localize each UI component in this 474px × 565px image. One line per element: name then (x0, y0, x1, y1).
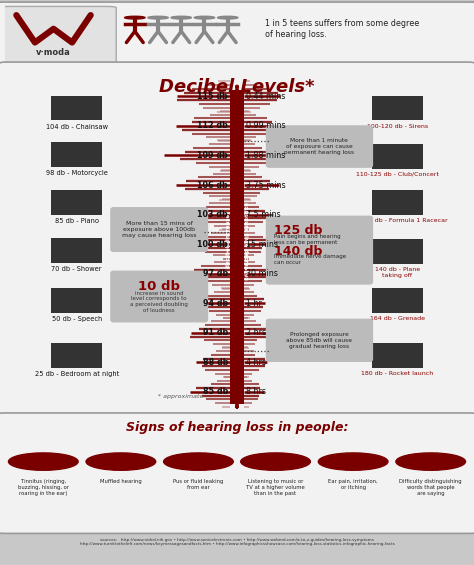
Text: Pus or fluid leaking
from ear: Pus or fluid leaking from ear (173, 479, 224, 490)
Text: 1 in 5 teens suffers from some degree
of hearing loss.: 1 in 5 teens suffers from some degree of… (265, 19, 419, 38)
Text: 50 db - Speech: 50 db - Speech (52, 316, 102, 322)
Text: 110-125 db - Club/Concert: 110-125 db - Club/Concert (356, 172, 439, 177)
Text: 85 db: 85 db (203, 388, 228, 396)
Text: exposure time decreases: exposure time decreases (243, 202, 248, 280)
Text: increase in sound
level corresponds to
a perceived doubling
of loudness: increase in sound level corresponds to a… (130, 290, 188, 313)
Text: decibels increase: decibels increase (226, 214, 231, 268)
Text: 88 db: 88 db (203, 358, 228, 367)
Text: Difficulty distinguishing
words that people
are saying: Difficulty distinguishing words that peo… (400, 479, 462, 496)
FancyBboxPatch shape (266, 216, 373, 285)
Text: 180 db - Rocket launch: 180 db - Rocket launch (361, 371, 433, 376)
Text: 100-120 db - Sirens: 100-120 db - Sirens (367, 124, 428, 129)
Text: 2 hrs: 2 hrs (246, 328, 266, 337)
Text: 109 db: 109 db (198, 151, 228, 160)
Text: More than 1 minute
of exposure can cause
permanent hearing loss: More than 1 minute of exposure can cause… (284, 138, 354, 155)
Text: 115 db: 115 db (198, 92, 228, 101)
Text: v·moda: v·moda (36, 49, 71, 58)
Text: 98 db - Motorcycle: 98 db - Motorcycle (46, 170, 108, 176)
Text: 104 db - Chainsaw: 104 db - Chainsaw (46, 124, 108, 130)
Bar (372, 239, 423, 264)
Text: 106 db: 106 db (198, 181, 228, 189)
Circle shape (171, 16, 191, 19)
Bar (51, 190, 102, 215)
Bar (51, 95, 102, 120)
FancyBboxPatch shape (0, 62, 474, 419)
Text: Listening to music or
TV at a higher volume
than in the past: Listening to music or TV at a higher vol… (246, 479, 305, 496)
Text: 8 hrs: 8 hrs (246, 388, 266, 396)
Text: Pain begins and hearing
loss can be permanent: Pain begins and hearing loss can be perm… (274, 234, 341, 245)
Text: 91 db: 91 db (203, 328, 228, 337)
Text: 115-130 db - Formula 1 Racecar: 115-130 db - Formula 1 Racecar (347, 218, 447, 223)
Text: 25 db - Bedroom at night: 25 db - Bedroom at night (35, 371, 119, 377)
Text: 7.5 mins: 7.5 mins (246, 210, 281, 219)
Text: Decibel Levels*: Decibel Levels* (159, 77, 315, 95)
Text: Ear pain, irritation,
or itching: Ear pain, irritation, or itching (328, 479, 378, 490)
Text: 4 hrs: 4 hrs (246, 358, 266, 367)
FancyBboxPatch shape (0, 6, 116, 64)
FancyBboxPatch shape (110, 271, 208, 323)
Text: 15 mins: 15 mins (246, 240, 278, 249)
Text: 112 db: 112 db (197, 121, 228, 131)
Text: 3.75 mins: 3.75 mins (246, 181, 285, 189)
FancyBboxPatch shape (0, 413, 474, 533)
Text: Muffled hearing: Muffled hearing (100, 479, 142, 484)
Circle shape (9, 453, 78, 470)
Circle shape (319, 453, 388, 470)
Text: 164 db - Grenade: 164 db - Grenade (370, 316, 425, 321)
Text: 70 db - Shower: 70 db - Shower (52, 267, 102, 272)
Text: 94 db: 94 db (203, 299, 228, 308)
Text: 100 db: 100 db (198, 240, 228, 249)
Text: 97 db: 97 db (203, 269, 228, 278)
Text: 140 db - Plane
taking off: 140 db - Plane taking off (374, 267, 420, 278)
Text: 125 db: 125 db (274, 224, 322, 237)
Circle shape (396, 453, 465, 470)
Text: 85 db - Piano: 85 db - Piano (55, 218, 99, 224)
Text: 140 db: 140 db (274, 245, 322, 258)
Text: 1.88 mins: 1.88 mins (246, 151, 285, 160)
Bar (372, 144, 423, 168)
Bar (51, 142, 102, 167)
FancyBboxPatch shape (110, 207, 208, 252)
Text: Tinnitus (ringing,
buzzing, hissing, or
roaring in the ear): Tinnitus (ringing, buzzing, hissing, or … (18, 479, 69, 496)
Text: 0.44 mins: 0.44 mins (246, 92, 285, 101)
Text: 10 db: 10 db (138, 280, 180, 293)
FancyBboxPatch shape (266, 319, 373, 362)
Text: More than 15 mins of
exposure above 100db
may cause hearing loss: More than 15 mins of exposure above 100d… (122, 221, 196, 238)
Circle shape (125, 16, 145, 19)
Bar (372, 95, 423, 120)
Circle shape (148, 16, 168, 19)
Bar (372, 343, 423, 368)
Circle shape (164, 453, 233, 470)
Text: 0.99 mins: 0.99 mins (246, 121, 285, 131)
Bar (372, 190, 423, 215)
Bar (51, 288, 102, 313)
Text: 1 hr: 1 hr (246, 299, 262, 308)
Circle shape (241, 453, 310, 470)
Bar (51, 238, 102, 263)
Text: 30 mins: 30 mins (246, 269, 278, 278)
Text: sources:   http://www.nidcd.nih.gov • http://www.sonicelectronix.com • http://ww: sources: http://www.nidcd.nih.gov • http… (80, 538, 394, 546)
FancyBboxPatch shape (0, 2, 474, 68)
Text: 103 db: 103 db (198, 210, 228, 219)
Text: Prolonged exposure
above 85db will cause
gradual hearing loss: Prolonged exposure above 85db will cause… (286, 332, 352, 349)
Bar (51, 343, 102, 368)
Text: Immediate nerve damage
can occur: Immediate nerve damage can occur (274, 254, 346, 265)
Circle shape (218, 16, 238, 19)
Circle shape (86, 453, 155, 470)
Text: * approximate: * approximate (158, 394, 203, 399)
Text: Signs of hearing loss in people:: Signs of hearing loss in people: (126, 421, 348, 434)
Circle shape (194, 16, 215, 19)
FancyBboxPatch shape (266, 125, 373, 168)
Bar (372, 288, 423, 313)
Bar (230, 89, 244, 404)
